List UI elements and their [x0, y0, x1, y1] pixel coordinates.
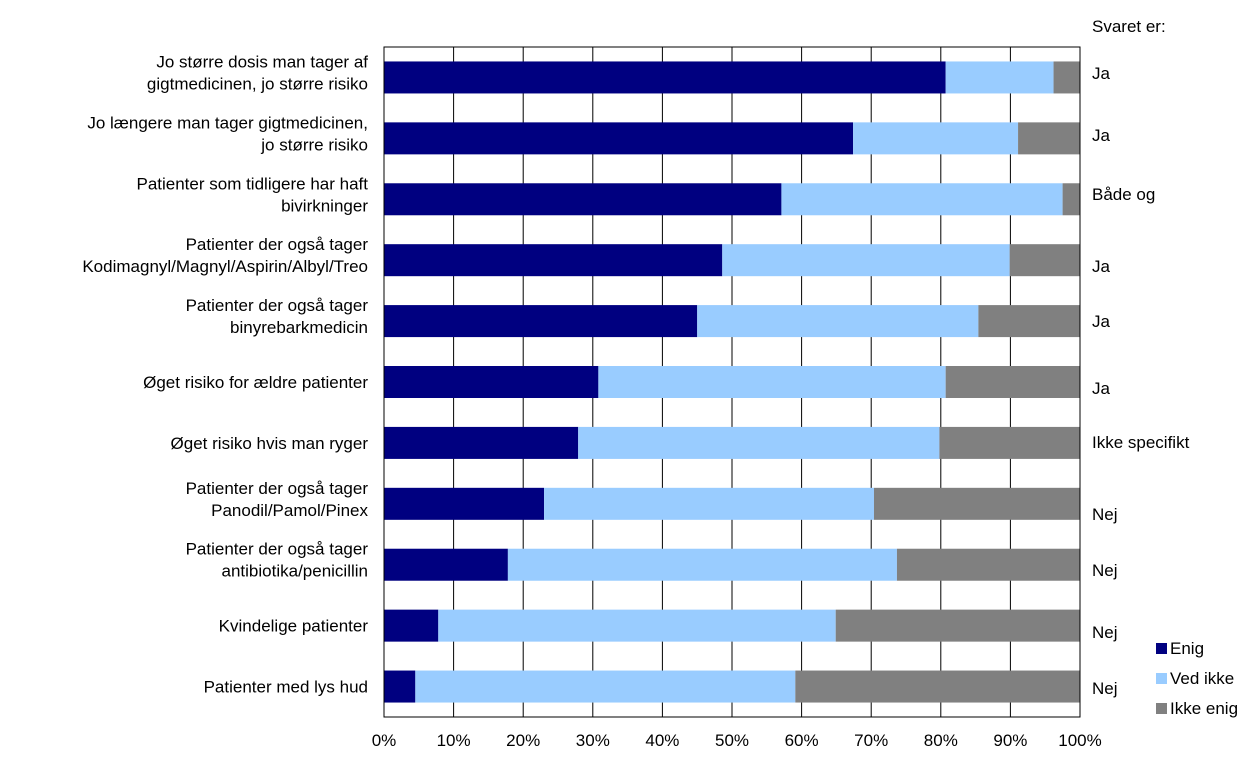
bar-ikke-enig [873, 487, 1080, 520]
bar-enig [384, 426, 579, 459]
bar-enig [384, 305, 698, 338]
answer-label: Både og [1092, 185, 1155, 204]
answers-header: Svaret er: [1092, 17, 1166, 36]
bar-ved-ikke [544, 487, 874, 520]
x-tick-label: 30% [576, 731, 610, 750]
bar-ikke-enig [1062, 183, 1080, 216]
bar-ved-ikke [945, 61, 1054, 94]
bar-ikke-enig [939, 426, 1080, 459]
answer-label: Ja [1092, 312, 1111, 331]
category-labels: Jo større dosis man tager af gigtmedicine… [82, 52, 368, 696]
legend-swatch [1156, 673, 1167, 684]
bar-enig [384, 487, 545, 520]
category-label: Patienter som tidligere har haft bivirkni… [136, 174, 368, 215]
category-label: Patienter der også tager Kodimagnyl/Magny… [82, 235, 368, 276]
x-tick-label: 10% [437, 731, 471, 750]
category-label: Jo længere man tager gigtmedicinen, jo st… [87, 113, 368, 154]
bar-ikke-enig [1009, 244, 1080, 277]
x-tick-label: 60% [785, 731, 819, 750]
bar-ikke-enig [835, 609, 1080, 642]
bar-ved-ikke [853, 122, 1019, 155]
bar-ved-ikke [722, 244, 1010, 277]
legend-label: Ikke enig [1170, 699, 1238, 718]
bar-enig [384, 61, 946, 94]
bar-ved-ikke [781, 183, 1063, 216]
x-tick-label: 0% [372, 731, 397, 750]
bar-ved-ikke [415, 670, 796, 703]
legend-swatch [1156, 703, 1167, 714]
category-label: Patienter der også tager binyrebarkmedici… [186, 296, 369, 337]
category-label: Patienter der også tager Panodil/Pamol/Pi… [186, 479, 369, 520]
answer-label: Ja [1092, 126, 1111, 145]
answer-labels: Ja Ja Både og Ja Ja Ja Ikke specifikt Nej Nej Nej… [1092, 64, 1190, 698]
bar-ved-ikke [507, 548, 897, 581]
category-label: Øget risiko for ældre patienter [143, 373, 368, 392]
category-label: Patienter der også tager antibiotika/peni… [186, 540, 369, 581]
category-label: Patienter med lys hud [204, 678, 368, 697]
bar-ikke-enig [1018, 122, 1080, 155]
bar-enig [384, 609, 439, 642]
category-label: Jo større dosis man tager af gigtmedicine… [147, 52, 368, 93]
answer-label: Nej [1092, 561, 1118, 580]
bar-ikke-enig [896, 548, 1080, 581]
answer-label: Nej [1092, 505, 1118, 524]
plot-area-border [383, 46, 1081, 718]
bar-ikke-enig [945, 366, 1080, 398]
legend: Enig Ved ikke Ikke enig [1156, 639, 1238, 718]
legend-swatch [1156, 643, 1167, 654]
answer-label: Ja [1092, 64, 1111, 83]
bar-ved-ikke [578, 426, 940, 459]
answer-label: Ja [1092, 257, 1111, 276]
bar-enig [384, 366, 599, 398]
bar-ikke-enig [1053, 61, 1080, 94]
x-tick-labels: 0% 10% 20% 30% 40% 50% 60% 70% 80% 90% 100% [372, 731, 1102, 750]
answer-label: Nej [1092, 679, 1118, 698]
bar-ikke-enig [978, 305, 1080, 338]
bar-enig [384, 122, 854, 155]
x-tick-label: 70% [854, 731, 888, 750]
legend-label: Ved ikke [1170, 669, 1234, 688]
x-tick-label: 20% [506, 731, 540, 750]
category-label: Øget risiko hvis man ryger [171, 434, 369, 453]
bar-ved-ikke [598, 366, 946, 398]
category-label: Kvindelige patienter [219, 617, 369, 636]
bar-enig [384, 244, 723, 277]
bar-ikke-enig [795, 670, 1080, 703]
legend-label: Enig [1170, 639, 1204, 658]
plot-frame [383, 46, 1081, 718]
x-tick-label: 100% [1058, 731, 1101, 750]
x-tick-label: 40% [645, 731, 679, 750]
x-tick-label: 50% [715, 731, 749, 750]
answer-label: Ja [1092, 379, 1111, 398]
x-tick-label: 90% [993, 731, 1027, 750]
bar-ved-ikke [697, 305, 979, 338]
bar-ved-ikke [438, 609, 836, 642]
bars [384, 61, 1080, 703]
answer-label: Ikke specifikt [1092, 433, 1190, 452]
bar-enig [384, 183, 782, 216]
bar-enig [384, 670, 416, 703]
bar-enig [384, 548, 508, 581]
answer-label: Nej [1092, 623, 1118, 642]
x-tick-label: 80% [924, 731, 958, 750]
